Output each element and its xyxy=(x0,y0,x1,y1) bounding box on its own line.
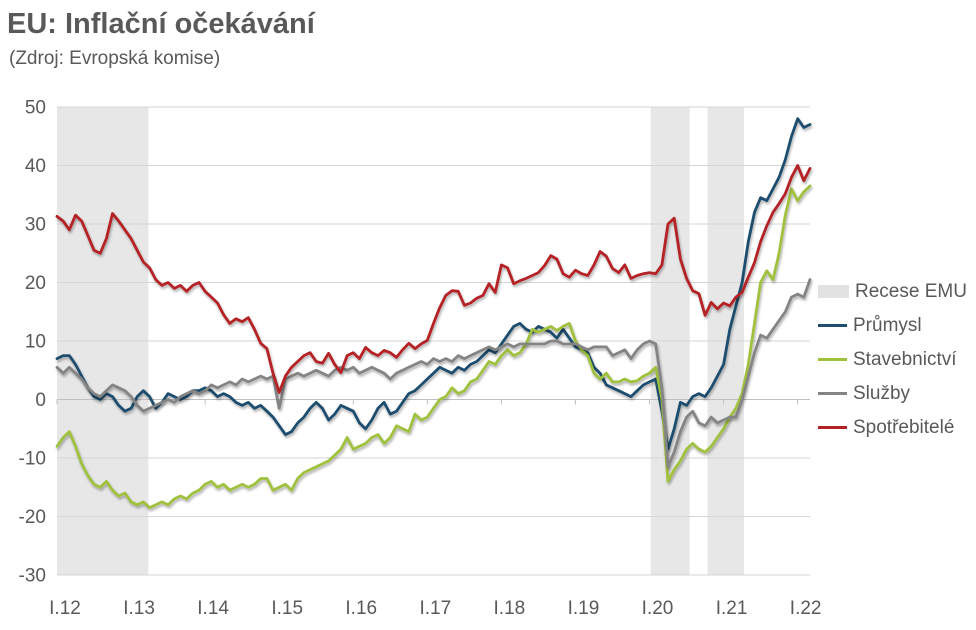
data-series xyxy=(55,117,812,510)
svg-text:30: 30 xyxy=(25,215,46,236)
legend-item-prumysl: Průmysl xyxy=(818,315,967,336)
svg-text:I.18: I.18 xyxy=(494,598,526,619)
legend-label-recese-emu: Recese EMU xyxy=(855,280,967,302)
svg-text:I.14: I.14 xyxy=(197,598,229,619)
gridlines xyxy=(56,106,810,576)
legend-label-spotrebitele: Spotřebitelé xyxy=(853,416,955,438)
svg-text:I.19: I.19 xyxy=(568,598,600,619)
legend-swatch-spotrebitele xyxy=(818,426,847,429)
svg-text:I.17: I.17 xyxy=(419,598,451,619)
axis-labels: 50 40 30 20 10 0 -10 -20 -30I.12 I.13 I.14 I.15 I.16… xyxy=(19,98,822,620)
svg-text:-10: -10 xyxy=(19,449,46,470)
svg-text:10: 10 xyxy=(25,332,46,353)
svg-text:50: 50 xyxy=(25,98,46,119)
legend-swatch-stavebnictvi xyxy=(818,358,847,361)
legend-item-spotrebitele: Spotřebitelé xyxy=(818,417,967,438)
page-title: EU: Inflační očekávání xyxy=(7,8,315,40)
svg-text:I.22: I.22 xyxy=(790,598,822,619)
svg-text:I.13: I.13 xyxy=(123,598,155,619)
legend-item-sluzby: Služby xyxy=(818,383,967,404)
svg-text:0: 0 xyxy=(35,390,46,411)
svg-text:I.15: I.15 xyxy=(271,598,303,619)
legend-item-recese-emu: Recese EMU xyxy=(818,281,967,302)
legend-label-stavebnictvi: Stavebnictví xyxy=(853,348,957,370)
legend-swatch-prumysl xyxy=(818,324,847,327)
svg-text:I.16: I.16 xyxy=(345,598,377,619)
page-subtitle: (Zdroj: Evropská komise) xyxy=(9,48,221,69)
legend-swatch-sluzby xyxy=(818,392,847,395)
svg-text:40: 40 xyxy=(25,156,46,177)
legend-label-prumysl: Průmysl xyxy=(853,314,922,336)
svg-text:I.20: I.20 xyxy=(642,598,674,619)
svg-text:I.12: I.12 xyxy=(49,598,81,619)
svg-text:20: 20 xyxy=(25,273,46,294)
legend-label-sluzby: Služby xyxy=(853,382,911,404)
legend-item-stavebnictvi: Stavebnictví xyxy=(818,349,967,370)
legend-swatch-recese-emu xyxy=(818,285,849,298)
svg-text:-30: -30 xyxy=(19,566,46,587)
chart-legend: Recese EMU Průmysl Stavebnictví Služby S… xyxy=(818,281,967,438)
svg-text:I.21: I.21 xyxy=(716,598,748,619)
svg-text:-20: -20 xyxy=(19,507,46,528)
